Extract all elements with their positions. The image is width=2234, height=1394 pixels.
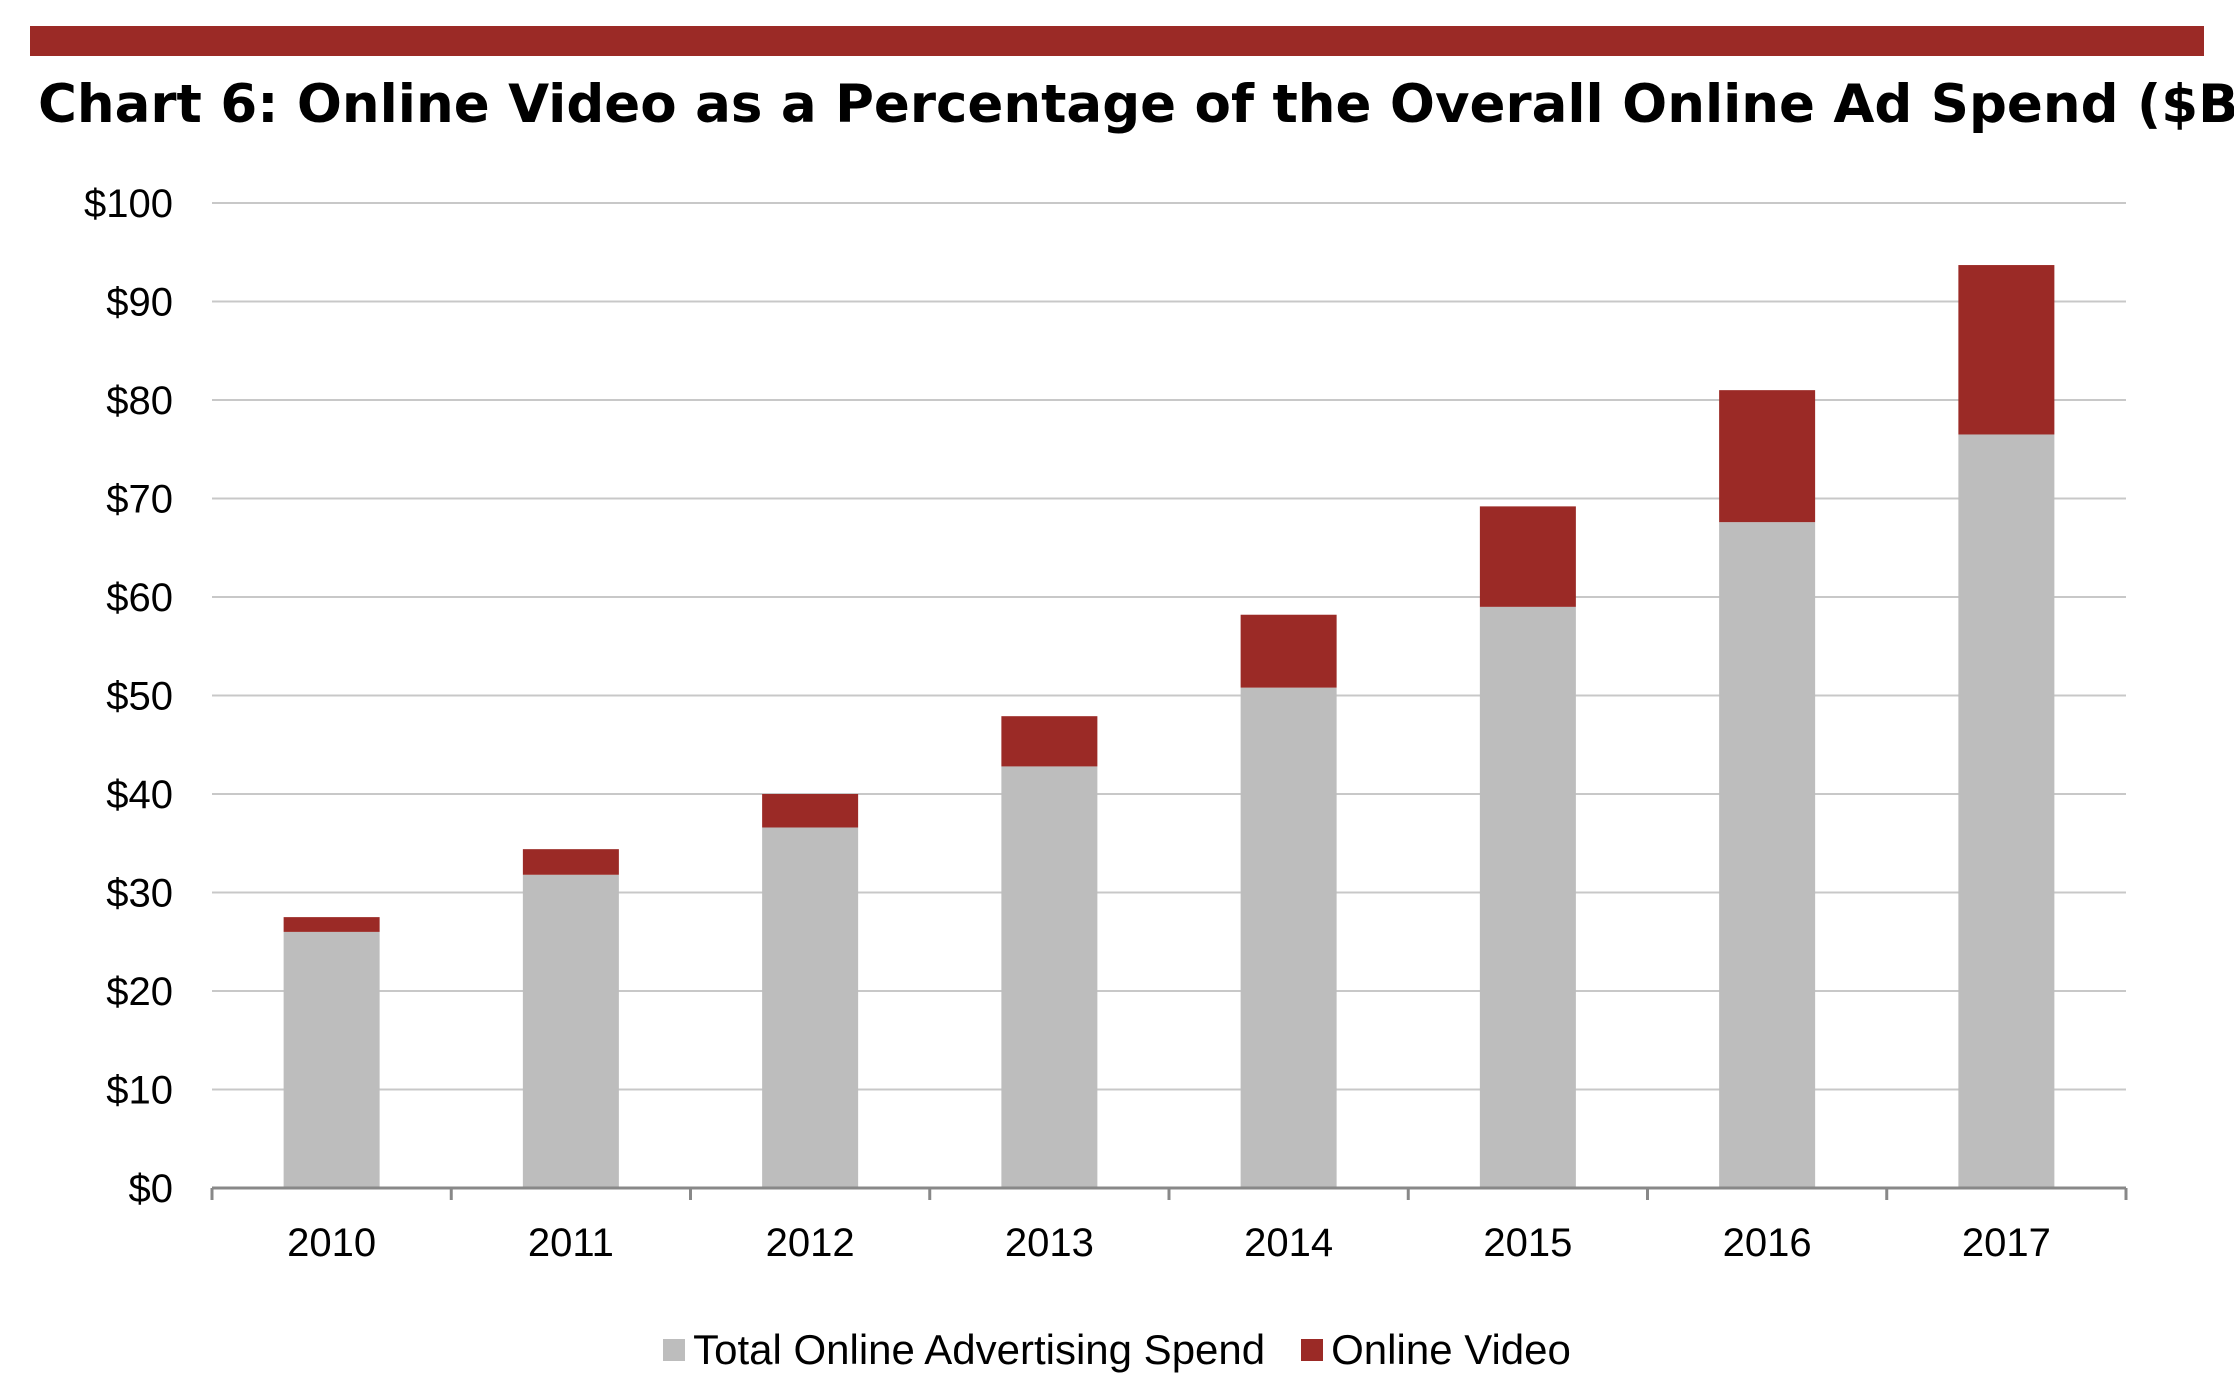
- y-axis-tick-labels: $0 $10 $20 $30 $40 $50 $60 $70 $80 $90 $100: [84, 182, 173, 1211]
- bar-total-online-ad-spend: [1240, 687, 1337, 1188]
- x-tick-label: 2016: [1723, 1221, 1812, 1265]
- x-axis-tick-labels: 2010 2011 2012 2013 2014 2015 2016 2017: [287, 1221, 2051, 1265]
- legend-label-video: Online Video: [1331, 1326, 1571, 1373]
- legend-item-total: Total Online Advertising Spend: [663, 1326, 1265, 1374]
- x-tick-label: 2015: [1483, 1221, 1572, 1265]
- legend-label-total: Total Online Advertising Spend: [693, 1326, 1266, 1373]
- y-tick-label: $100: [84, 182, 173, 226]
- x-tick-label: 2014: [1244, 1221, 1333, 1265]
- y-tick-label: $40: [106, 773, 173, 817]
- bars: [283, 265, 2055, 1189]
- bar-total-online-ad-spend: [1958, 434, 2055, 1189]
- y-tick-label: $80: [106, 379, 173, 423]
- chart-title: Chart 6: Online Video as a Percentage of…: [38, 74, 2234, 135]
- bar-total-online-ad-spend: [522, 874, 619, 1188]
- y-tick-label: $30: [106, 872, 173, 916]
- bar-online-video: [1719, 390, 1816, 523]
- bar-total-online-ad-spend: [1479, 606, 1576, 1188]
- bar-online-video: [1479, 506, 1576, 607]
- y-tick-label: $90: [106, 281, 173, 325]
- bar-online-video: [522, 849, 619, 875]
- legend-swatch-total: [663, 1339, 686, 1361]
- bar-online-video: [1001, 716, 1098, 767]
- legend-swatch-video: [1301, 1339, 1324, 1361]
- x-axis: [210, 1186, 2128, 1200]
- bar-online-video: [1240, 614, 1337, 688]
- x-tick-label: 2011: [528, 1221, 614, 1265]
- gridlines: [212, 202, 2126, 1091]
- y-tick-label: $0: [129, 1167, 174, 1211]
- x-tick-label: 2013: [1005, 1221, 1094, 1265]
- legend-item-video: Online Video: [1301, 1326, 1571, 1374]
- y-tick-label: $10: [106, 1069, 173, 1113]
- bar-total-online-ad-spend: [1719, 522, 1816, 1188]
- y-tick-label: $50: [106, 675, 173, 719]
- legend: Total Online Advertising Spend Online Vi…: [0, 1320, 2234, 1380]
- bar-total-online-ad-spend: [1001, 766, 1098, 1188]
- title-accent-bar: [30, 26, 2204, 56]
- chart-plot: $0$10$20$30$40$50$60$70$80$90$100 2010 20…: [84, 182, 2128, 1265]
- bar-online-video: [283, 917, 380, 932]
- y-tick-label: $70: [106, 478, 173, 522]
- y-tick-label: $20: [106, 970, 173, 1014]
- x-tick-label: 2012: [766, 1221, 855, 1265]
- bar-total-online-ad-spend: [762, 827, 859, 1188]
- bar-total-online-ad-spend: [283, 931, 380, 1188]
- bar-online-video: [762, 794, 859, 828]
- y-tick-label: $60: [106, 576, 173, 620]
- bar-online-video: [1958, 265, 2055, 435]
- x-tick-label: 2010: [287, 1221, 376, 1265]
- x-tick-label: 2017: [1962, 1221, 2051, 1265]
